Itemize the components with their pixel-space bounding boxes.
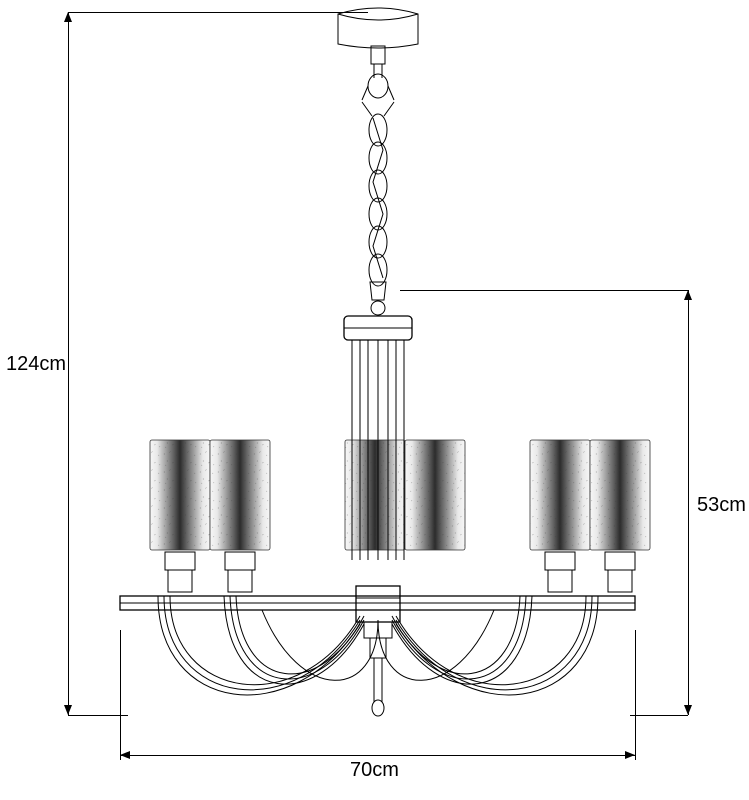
- dimension-diagram: 124cm 53cm 70cm: [0, 0, 749, 800]
- chain-hook: [362, 46, 394, 116]
- arms: [158, 596, 598, 695]
- chain: [369, 114, 387, 286]
- chandelier-drawing: [0, 0, 749, 800]
- column-rods-front: [352, 440, 404, 560]
- lamp-shades: [150, 440, 650, 550]
- bottom-finial: [370, 638, 386, 716]
- ceiling-canopy: [338, 8, 418, 48]
- top-finial: [370, 282, 386, 315]
- column-cap: [344, 316, 412, 340]
